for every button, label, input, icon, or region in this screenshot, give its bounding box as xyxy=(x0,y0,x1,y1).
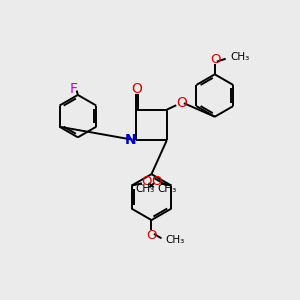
Text: O: O xyxy=(176,96,187,110)
Text: O: O xyxy=(146,229,157,242)
Text: F: F xyxy=(69,82,77,96)
Text: CH₃: CH₃ xyxy=(166,235,185,245)
Text: CH₃: CH₃ xyxy=(158,184,177,194)
Text: N: N xyxy=(125,133,137,147)
Text: O: O xyxy=(142,175,152,188)
Text: O: O xyxy=(151,175,161,188)
Text: O: O xyxy=(131,82,142,96)
Text: CH₃: CH₃ xyxy=(135,184,155,194)
Text: CH₃: CH₃ xyxy=(231,52,250,62)
Text: O: O xyxy=(210,53,220,66)
